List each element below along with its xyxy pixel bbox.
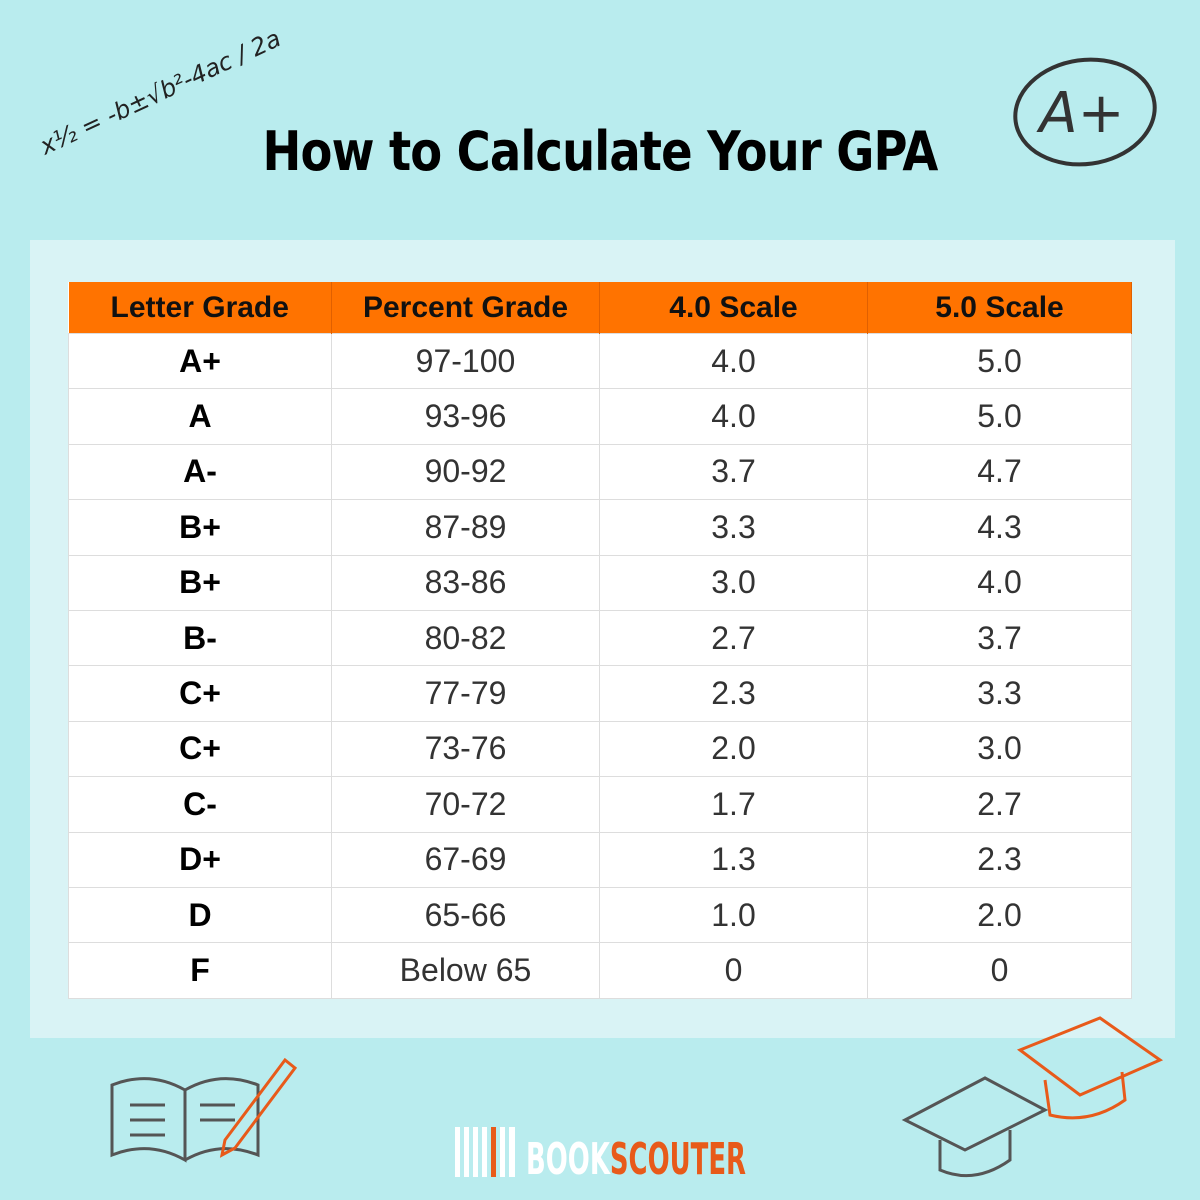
table-cell: 1.0 [599,886,868,944]
table-cell: 73-76 [331,720,600,778]
table-row: C- 70-72 1.7 2.7 [68,776,1132,833]
table-cell: 3.7 [867,609,1132,667]
table-cell: C+ [68,720,332,778]
title: How to Calculate Your GPA [262,120,939,183]
table-cell: 1.3 [599,831,868,888]
table-cell: 0 [867,942,1132,999]
table-cell: 83-86 [331,554,600,611]
table-cell: 87-89 [331,499,600,556]
gpa-table: Letter Grade Percent Grade 4.0 Scale 5.0 Sc… [68,282,1132,999]
table-cell: 4.0 [599,388,868,445]
table-cell: 4.3 [867,499,1132,556]
table-cell: D+ [68,831,332,888]
table-row: B+ 87-89 3.3 4.3 [68,499,1132,556]
logo-second: SCOUTER [610,1134,746,1185]
table-cell: C- [68,776,332,833]
table-cell: 90-92 [331,443,600,501]
table-cell: 65-66 [331,886,600,944]
table-cell: 3.7 [599,443,868,501]
table-cell: 80-82 [331,609,600,667]
table-cell: 4.0 [599,332,868,390]
table-cell: 2.0 [599,720,868,778]
table-row: B- 80-82 2.7 3.7 [68,609,1132,667]
column-header: 5.0 Scale [867,282,1132,334]
table-row: A- 90-92 3.7 4.7 [68,443,1132,501]
table-cell: 3.0 [599,554,868,611]
table-row: D+ 67-69 1.3 2.3 [68,831,1132,888]
logo: BOOKSCOUTER [526,1134,746,1185]
table-cell: 2.7 [867,776,1132,833]
table-cell: 77-79 [331,665,600,722]
table-row: C+ 73-76 2.0 3.0 [68,720,1132,778]
table-cell: 4.0 [867,554,1132,611]
table-row: B+ 83-86 3.0 4.0 [68,554,1132,611]
column-header: 4.0 Scale [599,282,868,334]
table-cell: 3.0 [867,720,1132,778]
table-cell: 70-72 [331,776,600,833]
table-cell: 0 [599,942,868,999]
book-icon [110,1057,298,1163]
table-cell: C+ [68,665,332,722]
table-cell: 97-100 [331,332,600,390]
table-cell: 5.0 [867,332,1132,390]
table-row: C+ 77-79 2.3 3.3 [68,665,1132,722]
table-cell: B+ [68,554,332,611]
table-cell: Below 65 [331,942,600,999]
table-cell: 93-96 [331,388,600,445]
table-cell: 3.3 [867,665,1132,722]
table-cell: 4.7 [867,443,1132,501]
table-cell: 5.0 [867,388,1132,445]
table-cell: 3.3 [599,499,868,556]
table-cell: 2.0 [867,886,1132,944]
table-cell: 67-69 [331,831,600,888]
table-cell: A+ [68,332,332,390]
table-cell: D [68,886,332,944]
column-header: Letter Grade [68,282,332,334]
table-row: F Below 65 0 0 [68,942,1132,999]
table-cell: A- [68,443,332,501]
table-cell: B+ [68,499,332,556]
table-row: D 65-66 1.0 2.0 [68,886,1132,944]
logo-icon [455,1127,515,1177]
table-row: A 93-96 4.0 5.0 [68,388,1132,445]
table-cell: 2.7 [599,609,868,667]
header-row: Letter Grade Percent Grade 4.0 Scale 5.0 Sc… [68,282,1132,334]
table-cell: 2.3 [599,665,868,722]
grad-caps [901,1016,1164,1178]
table-row: A+ 97-100 4.0 5.0 [68,332,1132,390]
table-cell: 1.7 [599,776,868,833]
column-header: Percent Grade [331,282,600,334]
table-cell: F [68,942,332,999]
table-body: A+ 97-100 4.0 5.0 A 93-96 4.0 5.0 A- 90-92 3.7 4.7 B… [68,332,1132,999]
logo-first: BOOK [526,1134,611,1185]
table-cell: 2.3 [867,831,1132,888]
table-cell: A [68,388,332,445]
table-cell: B- [68,609,332,667]
